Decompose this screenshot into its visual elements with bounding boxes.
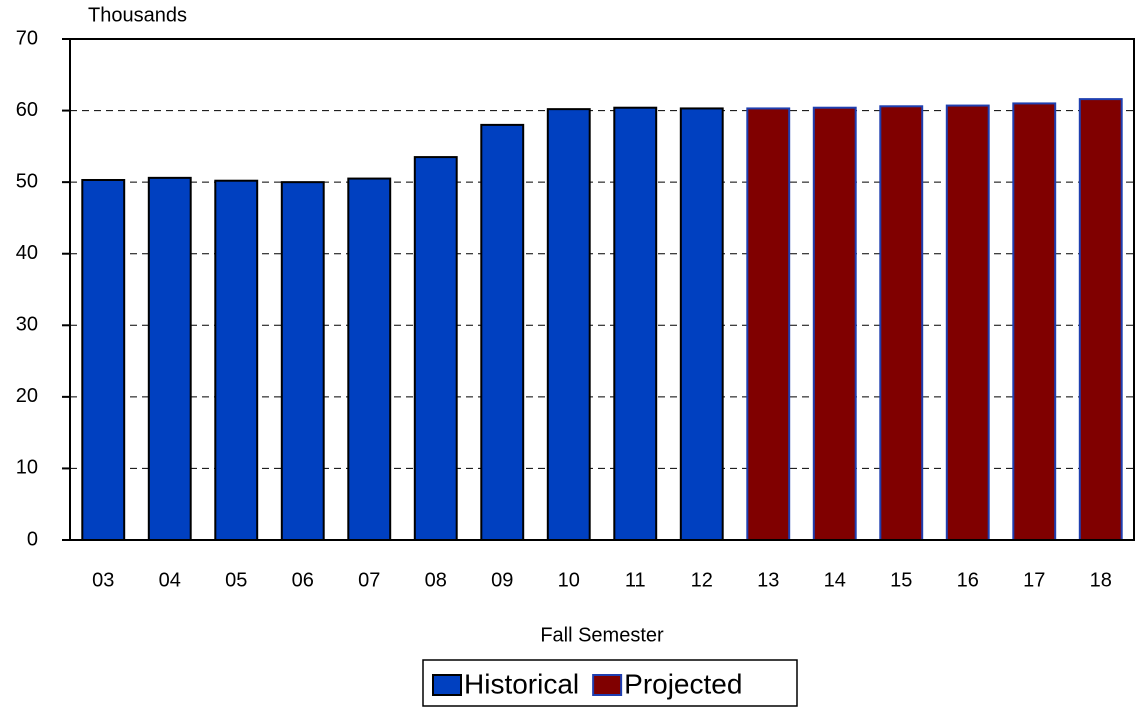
bar (945, 104, 990, 541)
x-tick-label: 12 (691, 569, 713, 591)
legend-label: Projected (624, 668, 742, 699)
y-tick-label: 20 (16, 385, 38, 407)
bar (546, 108, 591, 541)
bar (147, 176, 192, 541)
bar (1078, 98, 1123, 542)
x-tick-label: 16 (957, 569, 979, 591)
bar (879, 105, 924, 542)
x-tick-label: 07 (358, 569, 380, 591)
y-tick-label: 0 (27, 528, 38, 550)
plot-area: 0 10 20 30 40 50 60 70 03 04 05 06 07 08 09 10 11 12 13 14 1… (16, 27, 1135, 591)
x-tick-label: 10 (558, 569, 580, 591)
x-tick-label: 11 (625, 569, 646, 591)
x-tick-label: 06 (292, 569, 314, 591)
bar (347, 177, 392, 541)
x-tick-label: 03 (92, 569, 114, 591)
bar (280, 181, 325, 541)
bar (214, 179, 259, 541)
y-axis-label: Thousands (88, 4, 187, 26)
legend-swatch (432, 674, 462, 696)
x-tick-label: 14 (824, 569, 846, 591)
y-tick-label: 10 (16, 457, 38, 479)
legend-label: Historical (464, 668, 579, 699)
bar (413, 156, 458, 541)
x-tick-label: 08 (425, 569, 447, 591)
x-tick-label: 17 (1023, 569, 1045, 591)
x-tick-label: 15 (890, 569, 912, 591)
bar (746, 107, 791, 541)
x-axis-label: Fall Semester (540, 624, 664, 646)
x-tick-label: 18 (1090, 569, 1112, 591)
bar (613, 106, 658, 542)
x-tick-label: 05 (225, 569, 247, 591)
y-tick-label: 50 (16, 170, 38, 192)
y-tick-label: 60 (16, 99, 38, 121)
y-tick-label: 30 (16, 314, 38, 336)
y-tick-label: 70 (16, 27, 38, 49)
legend-swatch (592, 674, 623, 696)
bar (81, 178, 126, 541)
bar (480, 123, 525, 541)
legend: Historical Projected (422, 659, 798, 707)
x-tick-label: 13 (757, 569, 779, 591)
y-tick-label: 40 (16, 242, 38, 264)
x-tick-label: 09 (491, 569, 513, 591)
bar (679, 107, 724, 541)
plot-frame (69, 38, 1135, 541)
bar (1012, 102, 1057, 542)
bar (812, 106, 857, 542)
x-tick-label: 04 (159, 569, 181, 591)
